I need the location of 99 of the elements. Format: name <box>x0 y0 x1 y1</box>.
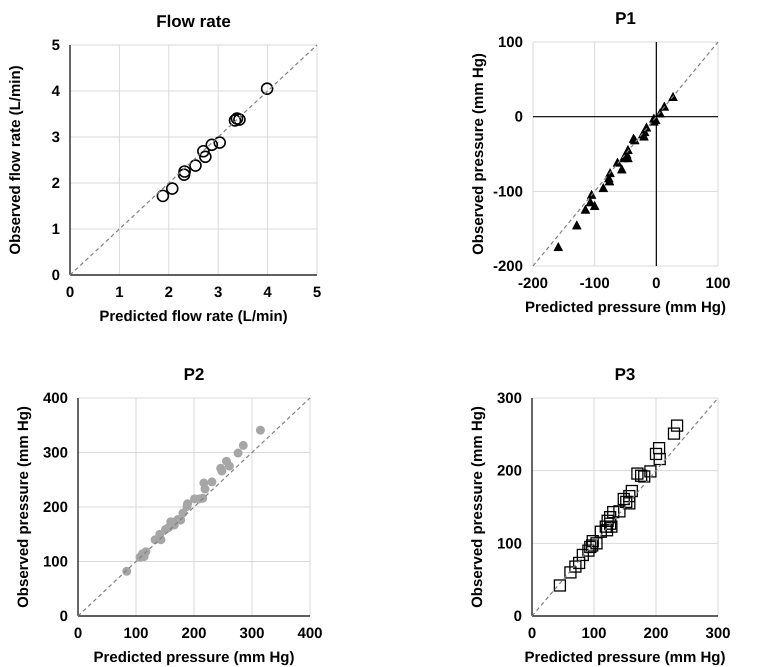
y-tick-label: 2 <box>52 175 60 192</box>
point <box>590 201 600 210</box>
point <box>569 560 582 573</box>
point <box>197 144 210 158</box>
y-tick-label: 200 <box>42 499 68 516</box>
point <box>256 426 265 435</box>
point <box>631 467 644 480</box>
point <box>238 440 248 450</box>
point <box>626 484 638 498</box>
point <box>598 183 608 192</box>
point <box>580 204 590 214</box>
point <box>644 465 657 478</box>
point <box>554 579 566 592</box>
y-tick-label: -100 <box>492 183 523 200</box>
point <box>156 190 170 202</box>
x-tick-label: 100 <box>581 625 607 642</box>
point <box>600 524 614 536</box>
x-tick-label: 0 <box>528 625 536 642</box>
point <box>572 220 582 230</box>
y-tick-label: 300 <box>496 390 522 407</box>
point <box>260 82 274 95</box>
x-tick-label: 200 <box>181 625 207 642</box>
x-tick-label: 2 <box>164 284 173 301</box>
x-tick-label: 100 <box>123 625 149 642</box>
point <box>604 518 616 530</box>
x-axis-title: Predicted flow rate (L/min) <box>99 308 288 325</box>
y-tick-label: 5 <box>52 37 60 54</box>
point <box>205 138 218 152</box>
x-tick-label: 1 <box>115 284 124 301</box>
y-tick-label: 0 <box>514 108 523 126</box>
x-tick-label: 0 <box>74 625 82 642</box>
y-tick-label: -200 <box>492 258 523 275</box>
point <box>199 150 212 164</box>
x-tick-label: 300 <box>705 625 731 642</box>
y-tick-label: 0 <box>60 608 68 625</box>
point <box>189 159 202 172</box>
y-tick-label: 4 <box>52 83 61 100</box>
y-tick-label: 100 <box>42 554 68 570</box>
point <box>224 462 234 471</box>
x-tick-label: 3 <box>214 284 222 301</box>
point <box>618 492 630 506</box>
y-tick-label: 300 <box>42 444 68 462</box>
point <box>638 470 650 483</box>
y-axis-title: Observed flow rate (L/min) <box>7 65 24 255</box>
chart-title: P2 <box>184 365 204 384</box>
x-tick-label: 5 <box>312 284 322 301</box>
x-tick-label: -100 <box>580 275 610 292</box>
point <box>213 136 226 149</box>
x-axis-title: Predicted pressure (mm Hg) <box>525 299 726 316</box>
point <box>620 496 632 508</box>
point <box>654 452 666 466</box>
point <box>623 490 636 502</box>
y-tick-label: 1 <box>52 221 60 238</box>
x-tick-label: 200 <box>643 625 669 642</box>
point <box>634 470 648 482</box>
chart-title: Flow rate <box>156 12 231 31</box>
point <box>652 442 666 454</box>
y-tick-label: 100 <box>496 535 522 552</box>
point <box>166 182 179 195</box>
point <box>670 419 684 432</box>
point <box>200 484 210 494</box>
y-axis-title: Observed pressure (mm Hg) <box>469 406 486 608</box>
point <box>650 448 662 460</box>
y-tick-label: 0 <box>514 608 522 625</box>
y-tick-label: 400 <box>42 390 68 407</box>
point <box>582 544 595 557</box>
x-tick-label: 0 <box>652 275 661 292</box>
y-tick-label: 200 <box>496 462 522 480</box>
x-tick-label: 4 <box>263 284 272 301</box>
y-axis-title: Observed pressure (mm Hg) <box>470 53 487 255</box>
y-tick-label: 100 <box>498 34 523 51</box>
y-tick-label: 3 <box>52 129 60 146</box>
point <box>604 511 616 524</box>
chart-title: P3 <box>614 365 636 384</box>
point <box>576 548 589 562</box>
point <box>600 520 612 533</box>
x-tick-label: 100 <box>705 275 731 292</box>
point <box>617 164 627 174</box>
point <box>607 506 620 518</box>
y-axis-title: Observed pressure (mm Hg) <box>15 406 32 608</box>
point <box>178 168 190 182</box>
point <box>554 242 564 252</box>
x-tick-label: 300 <box>239 625 265 642</box>
x-axis-title: Predicted pressure (mm Hg) <box>524 649 726 666</box>
point <box>605 520 618 533</box>
x-tick-label: 400 <box>297 625 323 642</box>
point <box>572 556 586 570</box>
point <box>623 497 636 510</box>
point <box>234 448 243 458</box>
point <box>613 505 626 518</box>
point <box>564 566 577 579</box>
point <box>668 427 680 440</box>
point <box>601 514 614 527</box>
point <box>178 165 191 178</box>
point <box>233 113 246 126</box>
x-axis-title: Predicted pressure (mm Hg) <box>94 649 294 666</box>
point <box>207 477 216 486</box>
point <box>590 537 603 550</box>
chart-title: P1 <box>615 9 636 28</box>
